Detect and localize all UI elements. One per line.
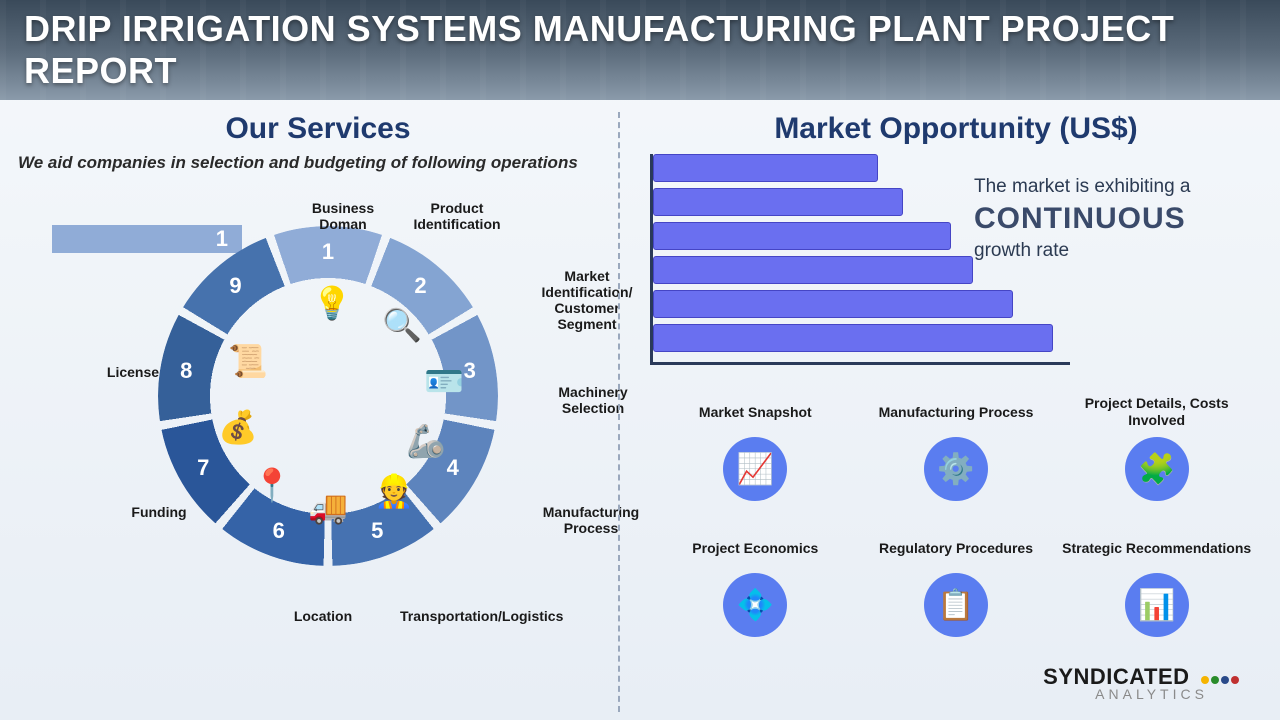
brand-dot-1 — [1201, 676, 1209, 684]
feature-icon-2: ⚙️ — [924, 437, 988, 501]
growth-bar-5 — [653, 290, 1013, 318]
growth-bar-1 — [653, 154, 878, 182]
market-panel: Market Opportunity (US$) The market is e… — [618, 112, 1262, 712]
wheel-label-6: Transportation/Logistics — [400, 608, 510, 624]
wheel-num-9: 9 — [222, 273, 248, 299]
services-panel: Our Services We aid companies in selecti… — [18, 112, 618, 712]
feature-5: Regulatory Procedures 📋 — [861, 531, 1052, 637]
growth-bar-2 — [653, 188, 903, 216]
content: Our Services We aid companies in selecti… — [0, 100, 1280, 720]
growth-bar-4 — [653, 256, 973, 284]
wheel-icon-9: 📜 — [228, 342, 268, 380]
growth-bar-3 — [653, 222, 951, 250]
growth-post: growth rate — [974, 240, 1069, 261]
feature-grid: Market Snapshot 📈 Manufacturing Process ⚙️ P… — [650, 395, 1262, 637]
brand-dot-3 — [1221, 676, 1229, 684]
feature-label-4: Project Economics — [660, 531, 851, 565]
growth-callout: The market is exhibiting a CONTINUOUS gr… — [974, 176, 1234, 262]
market-title: Market Opportunity (US$) — [650, 112, 1262, 146]
services-subtitle: We aid companies in selection and budget… — [18, 152, 618, 175]
page-title: DRIP IRRIGATION SYSTEMS MANUFACTURING PL… — [24, 8, 1280, 92]
feature-2: Manufacturing Process ⚙️ — [861, 395, 1052, 501]
wheel-label-9: License — [78, 364, 188, 380]
brand-dot-2 — [1211, 676, 1219, 684]
header-banner: DRIP IRRIGATION SYSTEMS MANUFACTURING PL… — [0, 0, 1280, 100]
feature-6: Strategic Recommendations 📊 — [1061, 531, 1252, 637]
services-wheel: 1 1Business Doman💡2Product Identificatio… — [38, 181, 598, 661]
brand-logo: SYNDICATED ANALYTICS — [1043, 664, 1240, 702]
feature-icon-3: 🧩 — [1125, 437, 1189, 501]
feature-4: Project Economics 💠 — [660, 531, 851, 637]
growth-bar-6 — [653, 324, 1053, 352]
feature-label-6: Strategic Recommendations — [1061, 531, 1252, 565]
wheel-label-2: Product Identification — [402, 200, 512, 232]
growth-big: CONTINUOUS — [974, 202, 1234, 236]
feature-label-1: Market Snapshot — [660, 395, 851, 429]
wheel-label-7: Location — [268, 608, 378, 624]
feature-label-5: Regulatory Procedures — [861, 531, 1052, 565]
feature-3: Project Details, Costs Involved 🧩 — [1061, 395, 1252, 501]
growth-pre: The market is exhibiting a — [974, 176, 1191, 197]
feature-icon-5: 📋 — [924, 573, 988, 637]
feature-label-2: Manufacturing Process — [861, 395, 1052, 429]
feature-label-3: Project Details, Costs Involved — [1061, 395, 1252, 429]
brand-dot-4 — [1231, 676, 1239, 684]
services-title: Our Services — [18, 112, 618, 146]
feature-icon-1: 📈 — [723, 437, 787, 501]
wheel-label-8: Funding — [104, 504, 214, 520]
wheel-segment-9 — [158, 226, 498, 566]
feature-icon-4: 💠 — [723, 573, 787, 637]
feature-1: Market Snapshot 📈 — [660, 395, 851, 501]
feature-icon-6: 📊 — [1125, 573, 1189, 637]
